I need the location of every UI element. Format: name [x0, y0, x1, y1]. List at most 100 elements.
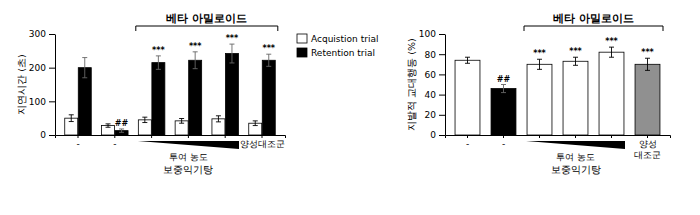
error-bar — [645, 58, 650, 70]
y-tick-label: 20 — [425, 110, 437, 120]
y-tick-label: 100 — [29, 97, 46, 107]
legend-label: Acquistion trial — [311, 34, 378, 44]
significance-label: *** — [641, 48, 654, 57]
significance-label: *** — [605, 37, 618, 46]
x-tick — [539, 135, 540, 138]
x-tick-label: - — [76, 139, 79, 149]
x-axis-line — [446, 136, 671, 139]
x-tick — [225, 135, 226, 138]
labels: ## *** *** *** *** — [497, 37, 655, 83]
significance-label: *** — [262, 44, 275, 53]
panel: ##************0100200300--양성대조군투여 농도보중익기… — [16, 12, 378, 175]
error-bar — [573, 57, 578, 65]
x-tick-mark — [78, 135, 79, 138]
significance-label: ## — [115, 119, 129, 128]
y-tick: 0 — [40, 130, 55, 140]
y-tick: 300 — [29, 29, 55, 39]
significance-label: *** — [189, 42, 202, 51]
y-tick-label: 300 — [29, 29, 46, 39]
x-tick-mark — [611, 135, 612, 138]
annotation: 투여 농도 — [556, 152, 595, 162]
significance-label: *** — [226, 34, 239, 43]
y-tick-mark — [439, 115, 445, 116]
error-bar — [69, 115, 74, 122]
x-tick — [575, 135, 576, 138]
significance-label: ## — [497, 75, 511, 84]
x-tick-mark — [151, 135, 152, 138]
bar — [563, 61, 588, 135]
bar — [635, 64, 660, 135]
legend-swatch — [297, 34, 307, 43]
x-tick: 양성대조군 — [240, 135, 285, 149]
y-axis-title: 지연시간 (초) — [16, 54, 27, 114]
y-tick-mark — [49, 135, 55, 136]
y-axis: 0 100 200 300 — [29, 29, 56, 140]
legend-item: Acquistion trial — [297, 34, 378, 44]
x-tick-mark — [647, 135, 648, 138]
error-bar — [537, 59, 542, 69]
error-bar — [119, 129, 124, 132]
plot-area — [65, 44, 276, 135]
x-tick-label: - — [466, 139, 469, 149]
x-tick-label: 양성대조군 — [240, 139, 285, 149]
significance-label: *** — [533, 49, 546, 58]
y-tick: 0 — [430, 130, 445, 140]
title: 베타 아밀로이드 — [553, 12, 634, 25]
y-axis: 0 20 40 60 80 100 — [419, 29, 446, 140]
bar — [455, 60, 480, 135]
x-tick-label: 양성대조군 — [634, 139, 661, 159]
legend-label: Retention trial — [311, 48, 375, 58]
y-tick-label: 0 — [40, 130, 46, 140]
x-tick: 양성대조군 — [634, 135, 661, 160]
error-bar — [501, 85, 506, 93]
bar — [152, 63, 165, 135]
dose-triangle — [138, 141, 239, 149]
legend: Acquistion trial Retention trial — [297, 34, 378, 58]
y-tick-mark — [49, 68, 55, 69]
x-tick — [611, 135, 612, 138]
x-tick-mark — [225, 135, 226, 138]
error-bar — [156, 56, 161, 69]
x-tick-mark — [503, 135, 504, 138]
title: 베타 아밀로이드 — [166, 12, 247, 25]
y-tick-mark — [49, 101, 55, 102]
bar — [599, 52, 624, 135]
y-tick-mark — [439, 135, 445, 136]
y-tick: 60 — [425, 70, 445, 80]
plot-area — [455, 47, 660, 135]
y-axis-line — [55, 35, 56, 136]
y-tick-mark — [439, 74, 445, 75]
error-bar — [465, 57, 470, 63]
x-axis-line — [56, 136, 286, 139]
x-axis-title: 보중익기탕 — [163, 164, 213, 175]
x-tick-label: - — [113, 139, 116, 149]
bar — [527, 64, 552, 135]
y-tick-label: 60 — [425, 70, 437, 80]
error-bar — [82, 58, 87, 78]
y-tick-label: 80 — [425, 50, 437, 60]
y-tick: 100 — [419, 29, 445, 39]
y-tick: 80 — [425, 50, 445, 60]
y-tick-label: 40 — [425, 90, 437, 100]
y-tick-label: 100 — [419, 29, 436, 39]
x-tick-label-line: 대조군 — [634, 150, 661, 160]
y-tick: 20 — [425, 110, 445, 120]
significance-label: *** — [569, 47, 582, 56]
y-tick-mark — [49, 34, 55, 35]
bar — [189, 60, 202, 135]
bar — [225, 54, 238, 135]
x-tick: - — [76, 135, 79, 149]
y-axis-title: 지발적 교대행동 (%) — [406, 38, 417, 130]
x-tick-mark — [539, 135, 540, 138]
x-tick-mark — [188, 135, 189, 138]
x-axis: - - 양성대조군 — [56, 135, 286, 149]
error-bar — [106, 124, 111, 127]
y-tick: 200 — [29, 63, 55, 73]
y-tick-label: 200 — [29, 63, 46, 73]
error-bar — [266, 54, 271, 66]
x-tick-label-line: 양성 — [639, 139, 657, 149]
legend-item: Retention trial — [297, 48, 375, 58]
error-bar — [142, 117, 147, 122]
x-tick — [151, 135, 152, 138]
y-tick: 100 — [29, 97, 55, 107]
